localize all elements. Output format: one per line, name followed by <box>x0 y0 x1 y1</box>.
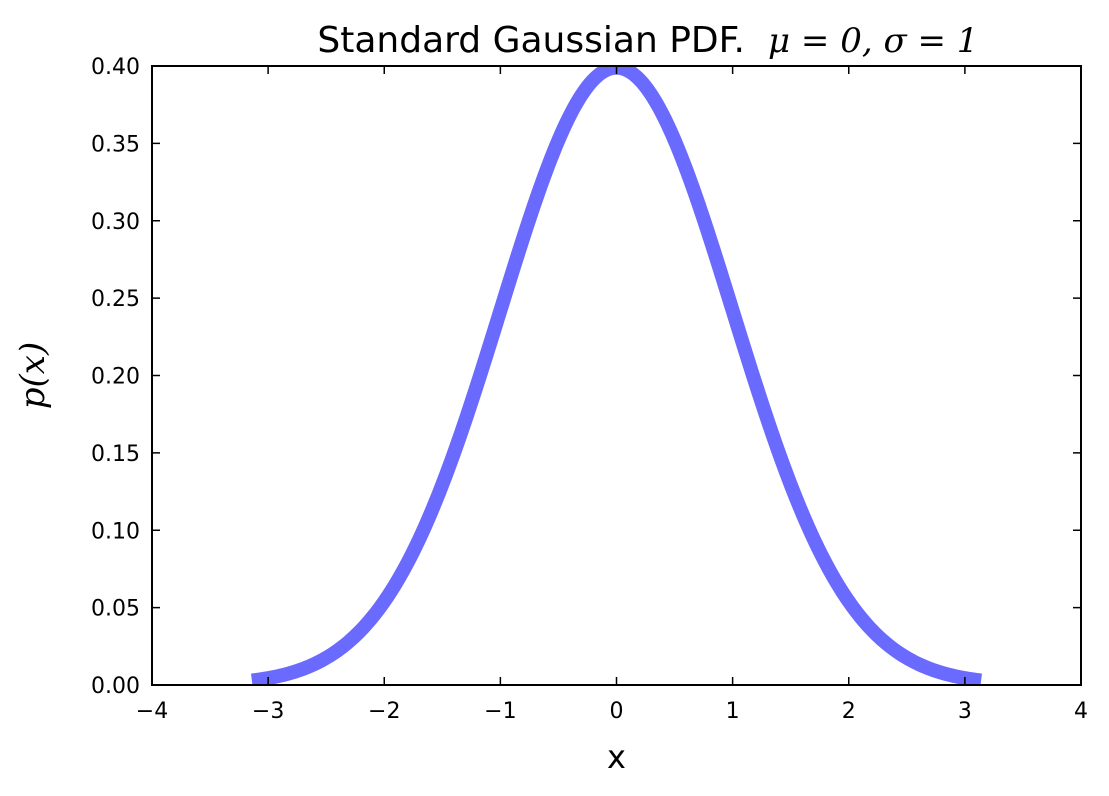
y-tick-label: 0.05 <box>91 597 140 622</box>
x-tick-label: 1 <box>726 699 740 724</box>
x-tick-label: 0 <box>610 699 624 724</box>
chart-title-text: Standard Gaussian PDF. <box>317 20 745 61</box>
curve-layer <box>247 66 986 685</box>
x-axis-label: x <box>607 738 626 776</box>
y-tick-label: 0.40 <box>91 55 140 80</box>
y-tick-label: 0.30 <box>91 210 140 235</box>
y-tick-label: 0.20 <box>91 365 140 390</box>
x-tick-label: −3 <box>252 699 284 724</box>
y-tick-label: 0.35 <box>91 132 140 157</box>
x-tick-label: 2 <box>842 699 856 724</box>
y-tick-label: 0.15 <box>91 442 140 467</box>
series-line-0 <box>247 66 986 685</box>
tick-labels-layer: −4 −3 −2 −1 0 1 2 3 4 0.00 0.05 0.10 0.15 0.20 0.25 0.3… <box>91 55 1088 724</box>
y-tick-label: 0.00 <box>91 674 140 699</box>
y-axis-label: p(x) <box>13 342 53 409</box>
axes-frame <box>151 65 1082 686</box>
x-tick-label: −4 <box>136 699 168 724</box>
x-tick-label: −2 <box>368 699 400 724</box>
ticks-layer <box>151 65 1082 686</box>
x-tick-label: 3 <box>958 699 972 724</box>
chart-title: Standard Gaussian PDF. <box>317 20 745 61</box>
x-tick-label: 4 <box>1074 699 1088 724</box>
y-tick-label: 0.25 <box>91 287 140 312</box>
y-tick-label: 0.10 <box>91 519 140 544</box>
chart-title-math: μ = 0, σ = 1 <box>768 21 978 61</box>
x-tick-label: −1 <box>484 699 516 724</box>
